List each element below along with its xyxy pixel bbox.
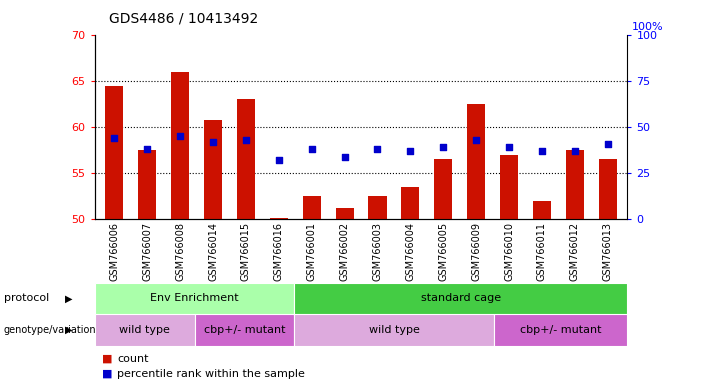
Text: percentile rank within the sample: percentile rank within the sample (117, 369, 305, 379)
Bar (237, 99, 255, 219)
Text: cbp+/- mutant: cbp+/- mutant (204, 325, 285, 335)
Point (503, 144, 515, 151)
Bar (401, 187, 419, 219)
Point (142, 146, 153, 152)
Point (240, 137, 252, 143)
Text: 100%: 100% (632, 22, 663, 32)
Bar (533, 201, 551, 219)
Bar (105, 86, 123, 219)
Point (306, 146, 318, 152)
Bar (294, 283, 627, 314)
Point (339, 154, 350, 160)
Bar (599, 159, 617, 219)
Point (372, 146, 383, 152)
Point (404, 148, 416, 154)
Text: standard cage: standard cage (421, 293, 501, 303)
Point (470, 137, 482, 143)
Point (569, 148, 580, 154)
Text: ▶: ▶ (65, 293, 73, 303)
Text: genotype/variation: genotype/variation (4, 325, 96, 335)
Text: wild type: wild type (119, 325, 170, 335)
Point (207, 139, 219, 145)
Bar (467, 104, 485, 219)
Text: wild type: wild type (369, 325, 420, 335)
Bar (171, 72, 189, 219)
Text: ▶: ▶ (65, 325, 73, 335)
Bar (95, 283, 294, 314)
Bar (204, 120, 222, 219)
Bar (566, 150, 584, 219)
Bar (270, 218, 288, 219)
Point (437, 144, 449, 151)
Bar (294, 314, 494, 346)
Bar (195, 314, 294, 346)
Text: cbp+/- mutant: cbp+/- mutant (520, 325, 601, 335)
Point (536, 148, 547, 154)
Point (602, 141, 613, 147)
Text: count: count (117, 354, 149, 364)
Point (109, 135, 120, 141)
Text: Env Enrichment: Env Enrichment (150, 293, 239, 303)
Bar (138, 150, 156, 219)
Bar (95, 314, 195, 346)
Text: protocol: protocol (4, 293, 49, 303)
Bar (336, 208, 353, 219)
Bar (494, 314, 627, 346)
Text: GDS4486 / 10413492: GDS4486 / 10413492 (109, 12, 258, 25)
Text: ■: ■ (102, 354, 112, 364)
Point (273, 157, 285, 163)
Bar (434, 159, 452, 219)
Point (175, 133, 186, 139)
Bar (303, 196, 321, 219)
Bar (500, 155, 518, 219)
Bar (369, 196, 386, 219)
Text: ■: ■ (102, 369, 112, 379)
